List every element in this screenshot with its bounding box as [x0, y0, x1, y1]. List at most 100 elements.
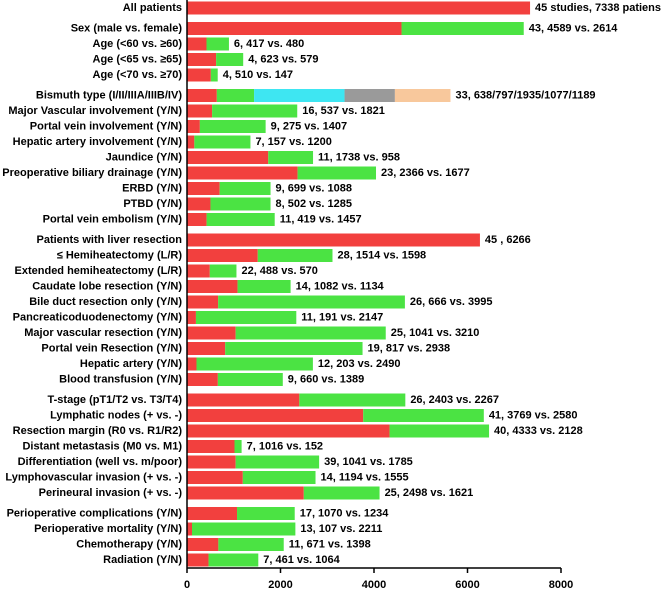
- bar-annotation: 22, 488 vs. 570: [241, 265, 317, 277]
- bar-annotation: 23, 2366 vs. 1677: [381, 167, 470, 179]
- category-label: PTBD (Y/N): [123, 198, 182, 210]
- bar-segment: [235, 326, 386, 340]
- bar-annotation: 9, 275 vs. 1407: [271, 120, 347, 132]
- bar-segment: [187, 538, 219, 551]
- bar-segment: [187, 233, 480, 247]
- bar-segment: [194, 135, 251, 149]
- bar-segment: [187, 89, 217, 102]
- bar-segment: [187, 471, 243, 484]
- bar-annotation: 19, 817 vs. 2938: [368, 342, 451, 354]
- bar-segment: [225, 342, 363, 355]
- bar-segment: [216, 53, 244, 66]
- bar-segment: [187, 213, 207, 226]
- category-label: Age (<60 vs. ≥60): [93, 38, 183, 50]
- bar-segment: [187, 197, 211, 211]
- bar-segment: [401, 22, 524, 35]
- bar-segment: [210, 68, 218, 82]
- category-label: ≤ Hemiheatectomy (L/R): [57, 249, 183, 261]
- category-label: Pancreaticoduodenectomy (Y/N): [13, 311, 183, 323]
- category-label: Portal vein Resection (Y/N): [41, 342, 182, 354]
- bar-segment: [187, 37, 207, 51]
- bar-annotation: 7, 461 vs. 1064: [263, 554, 340, 566]
- bar-segment: [389, 424, 490, 438]
- bar-segment: [187, 455, 236, 469]
- bar-annotation: 16, 537 vs. 1821: [302, 105, 385, 117]
- category-label: Jaundice (Y/N): [106, 151, 183, 163]
- bar-annotation: 7, 1016 vs. 152: [247, 440, 323, 452]
- bar-segment: [237, 280, 291, 293]
- category-label: Preoperative biliary drainage (Y/N): [2, 167, 182, 179]
- bar-segment: [187, 1, 531, 15]
- bar-segment: [268, 151, 314, 164]
- bar-segment: [187, 409, 364, 422]
- bar-segment: [344, 89, 395, 102]
- bar-segment: [187, 393, 300, 407]
- bar-segment: [209, 264, 237, 278]
- category-label: All patients: [123, 2, 182, 14]
- bar-segment: [216, 89, 255, 102]
- bar-segment: [187, 120, 200, 133]
- bar-annotation: 7, 157 vs. 1200: [255, 136, 331, 148]
- category-label: Blood transfusion (Y/N): [59, 373, 182, 385]
- category-label: Major vascular resection (Y/N): [24, 327, 182, 339]
- bar-segment: [196, 357, 313, 371]
- bar-segment: [187, 249, 258, 262]
- category-label: Patients with liver resection: [37, 234, 183, 246]
- category-label: Perioperative mortality (Y/N): [34, 523, 182, 535]
- category-label: Lymphatic nodes (+ vs. -): [50, 409, 182, 421]
- bar-segment: [210, 197, 271, 211]
- category-label: Caudate lobe resection (Y/N): [32, 280, 182, 292]
- category-label: Bismuth type (I/II/IIIA/IIIB/IV): [36, 89, 182, 101]
- bar-segment: [187, 182, 220, 195]
- bar-segment: [195, 311, 297, 324]
- bar-annotation: 9, 660 vs. 1389: [288, 373, 364, 385]
- bar-segment: [187, 280, 238, 293]
- bar-annotation: 14, 1194 vs. 1555: [321, 471, 409, 483]
- bar-segment: [187, 326, 236, 340]
- bar-annotation: 33, 638/797/1935/1077/1189: [455, 89, 595, 101]
- bar-annotation: 25, 1041 vs. 3210: [391, 327, 480, 339]
- category-label: Hepatic artery (Y/N): [80, 358, 182, 370]
- bar-annotation: 45 studies, 7338 patiens: [535, 2, 661, 14]
- bar-segment: [187, 151, 269, 164]
- bar-annotation: 4, 623 vs. 579: [248, 53, 318, 65]
- bar-annotation: 28, 1514 vs. 1598: [337, 249, 426, 261]
- bar-annotation: 17, 1070 vs. 1234: [300, 507, 390, 519]
- bar-segment: [187, 135, 195, 149]
- bar-annotation: 43, 4589 vs. 2614: [529, 22, 619, 34]
- bar-segment: [187, 53, 217, 66]
- category-label: Extended hemiheatectomy (L/R): [15, 265, 183, 277]
- bar-annotation: 12, 203 vs. 2490: [318, 358, 401, 370]
- x-tick-label: 6000: [455, 579, 479, 591]
- bar-segment: [187, 342, 226, 355]
- bar-annotation: 11, 419 vs. 1457: [280, 213, 362, 225]
- bar-annotation: 39, 1041 vs. 1785: [324, 456, 413, 468]
- x-tick-label: 2000: [268, 579, 292, 591]
- category-label: ERBD (Y/N): [122, 182, 182, 194]
- bar-segment: [254, 89, 345, 102]
- bar-annotation: 9, 699 vs. 1088: [276, 182, 352, 194]
- category-label: T-stage (pT1/T2 vs. T3/T4): [48, 394, 183, 406]
- bar-segment: [187, 104, 213, 118]
- bar-segment: [217, 373, 283, 386]
- bar-segment: [187, 311, 196, 324]
- category-label: Chemotherapy (Y/N): [76, 538, 182, 550]
- bar-segment: [212, 104, 298, 118]
- bar-segment: [363, 409, 484, 422]
- bar-segment: [187, 507, 238, 520]
- bar-segment: [303, 486, 380, 500]
- category-label: Hepatic artery involvement (Y/N): [13, 136, 183, 148]
- category-label: Age (<65 vs. ≥65): [93, 53, 183, 65]
- bar-segment: [235, 455, 320, 469]
- bar-annotation: 4, 510 vs. 147: [223, 69, 293, 81]
- bar-annotation: 14, 1082 vs. 1134: [296, 280, 385, 292]
- bar-segment: [187, 295, 219, 309]
- bar-segment: [242, 471, 316, 484]
- category-label: Resection margin (R0 vs. R1/R2): [13, 425, 183, 437]
- bar-segment: [187, 357, 197, 371]
- bar-annotation: 11, 191 vs. 2147: [301, 311, 383, 323]
- bar-annotation: 26, 2403 vs. 2267: [410, 394, 499, 406]
- bar-annotation: 45 , 6266: [485, 234, 531, 246]
- bar-segment: [187, 68, 211, 82]
